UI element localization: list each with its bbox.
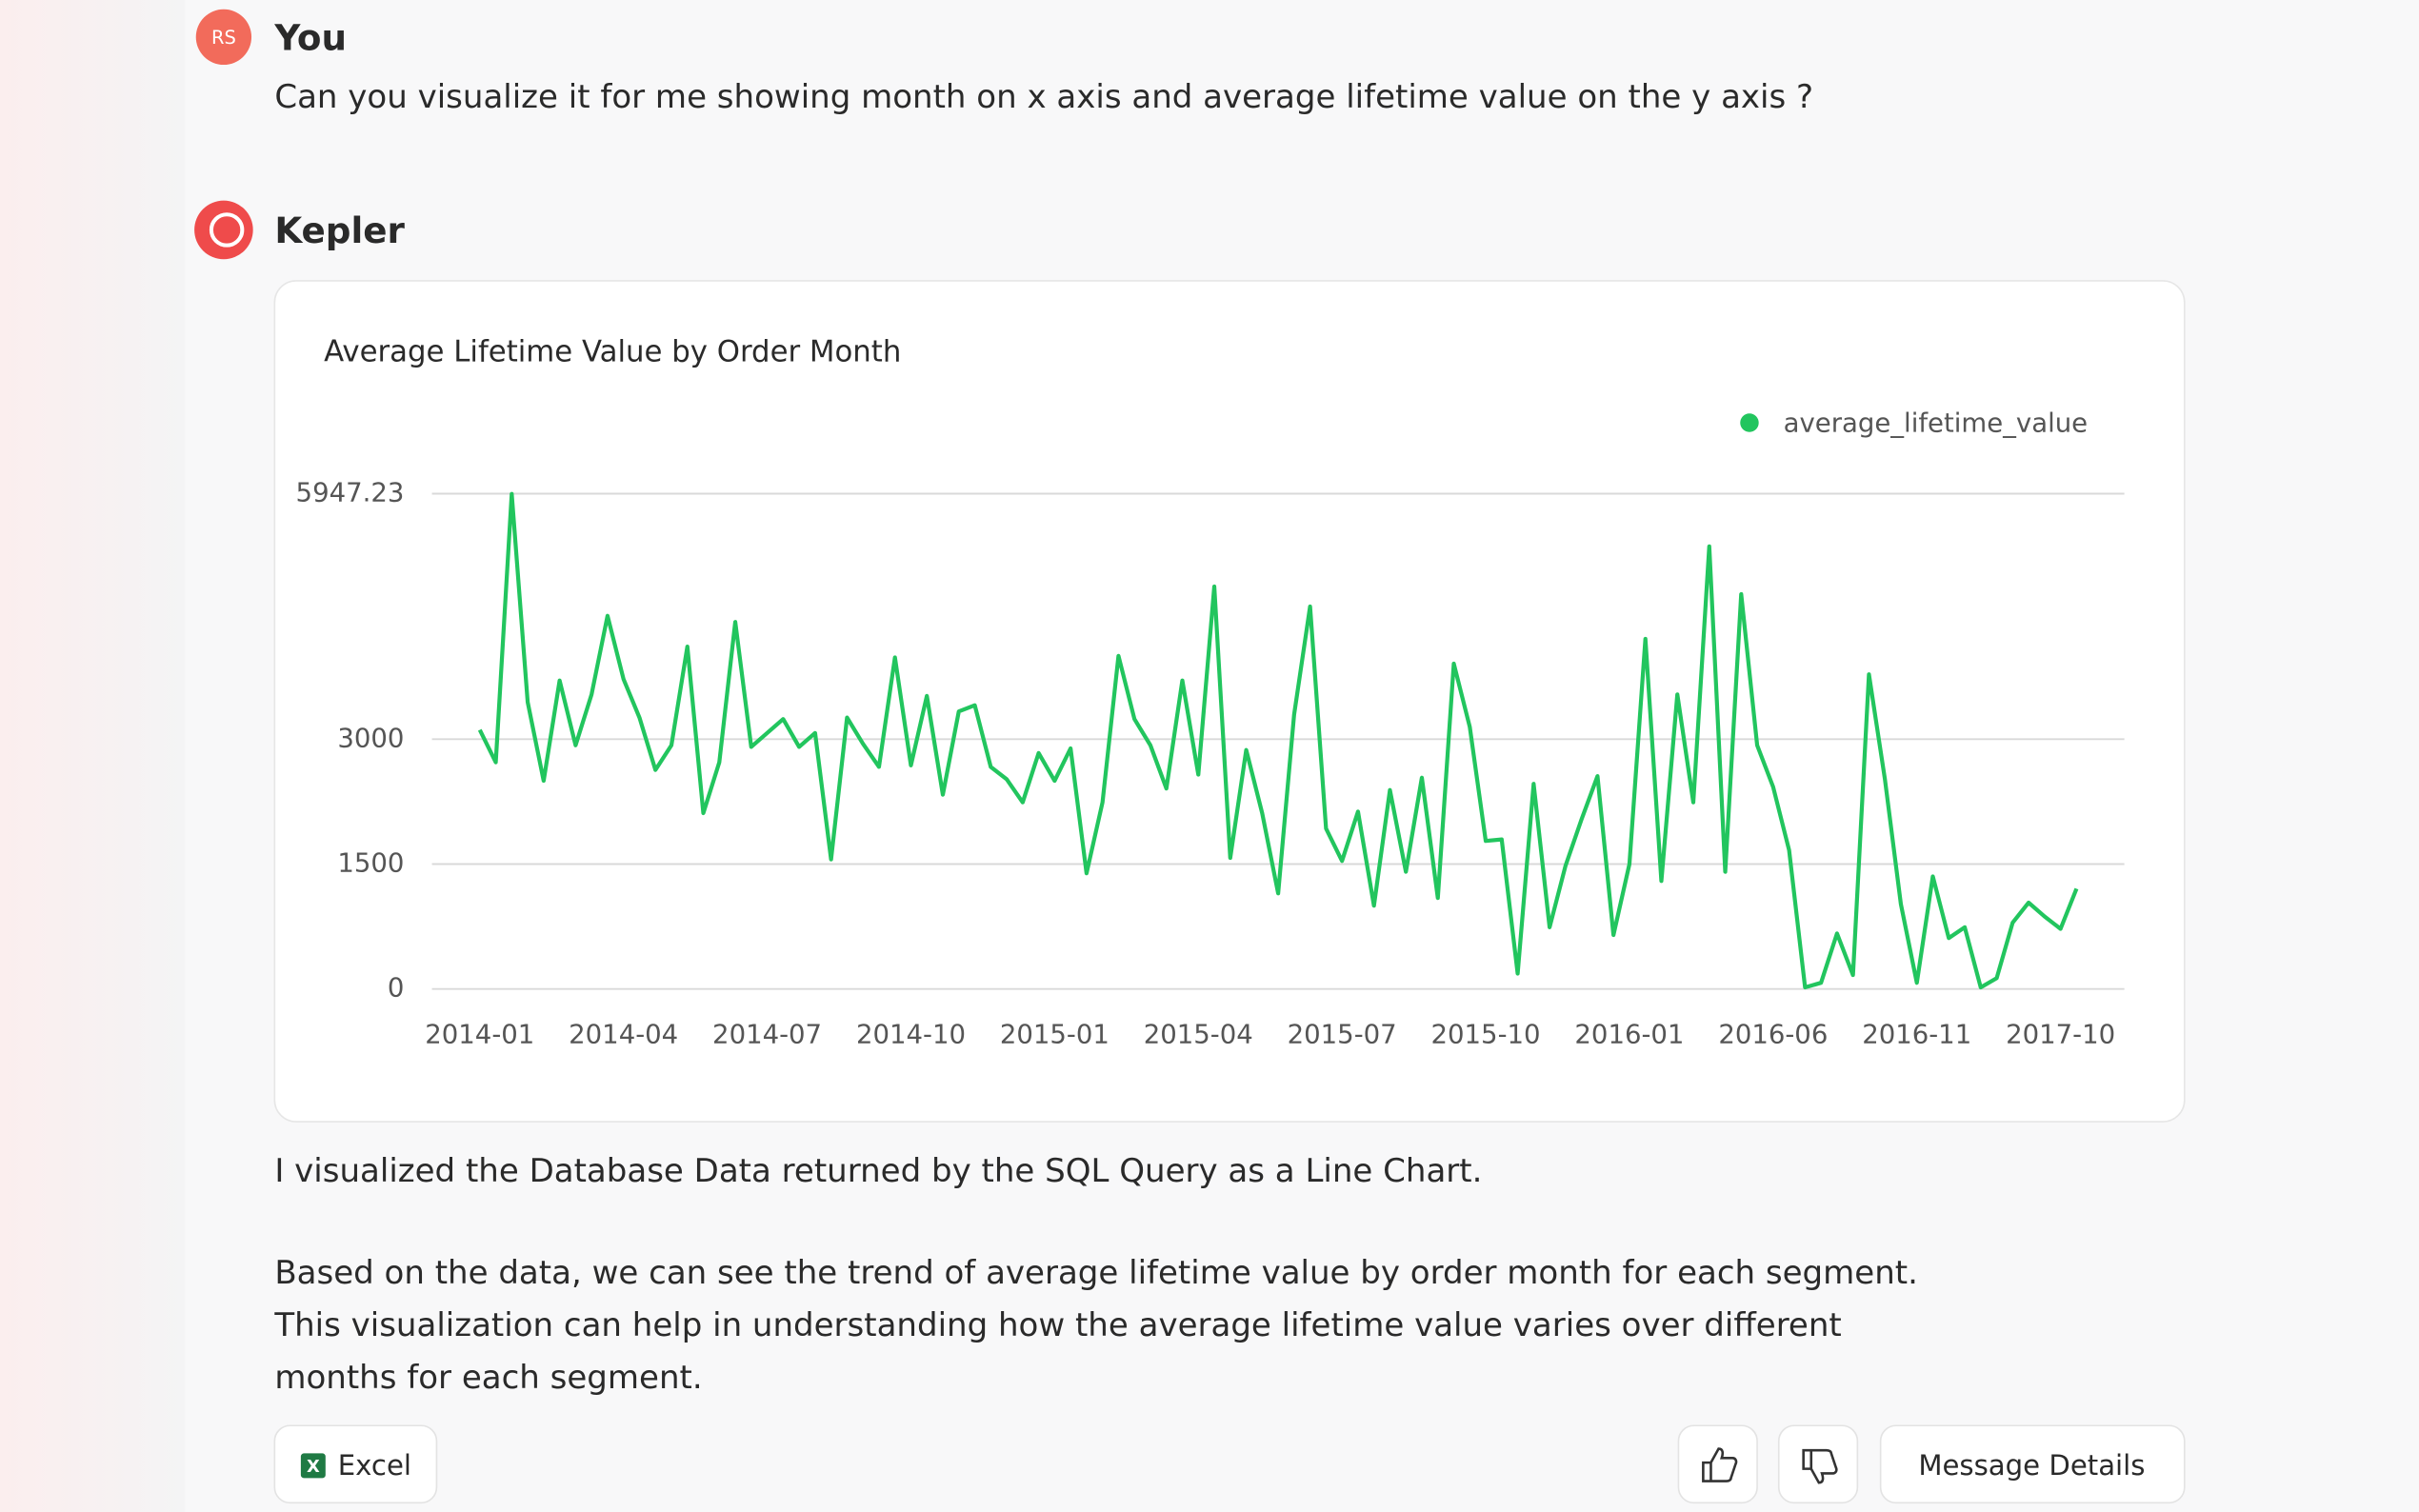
avatar-icon bbox=[209, 212, 245, 248]
x-tick-label: 2015-04 bbox=[1144, 1019, 1253, 1049]
x-tick-label: 2017-10 bbox=[2006, 1019, 2115, 1049]
excel-button[interactable]: X Excel bbox=[273, 1424, 438, 1504]
paragraph: months for each segment. bbox=[274, 1359, 702, 1397]
chart-title: Average Lifetime Value by Order Month bbox=[324, 335, 901, 369]
x-tick-label: 2015-10 bbox=[1431, 1019, 1541, 1049]
x-tick-label: 2016-06 bbox=[1718, 1019, 1828, 1049]
x-tick-label: 2015-07 bbox=[1288, 1019, 1397, 1049]
thumbs-down-button[interactable] bbox=[1777, 1424, 1859, 1504]
assistant-avatar bbox=[194, 200, 253, 260]
assistant-name: Kepler bbox=[274, 209, 405, 251]
chart-card bbox=[273, 280, 2186, 1123]
y-tick-label: 5947.23 bbox=[296, 478, 405, 508]
message-details-button[interactable]: Message Details bbox=[1879, 1424, 2186, 1504]
svg-text:X: X bbox=[307, 1457, 320, 1477]
x-tick-label: 2014-10 bbox=[856, 1019, 966, 1049]
avatar-initials: RS bbox=[211, 27, 236, 49]
paragraph: I visualized the Database Data returned … bbox=[274, 1152, 1482, 1190]
y-tick-label: 0 bbox=[388, 973, 405, 1004]
x-tick-label: 2016-01 bbox=[1574, 1019, 1684, 1049]
user-message: Can you visualize it for me showing mont… bbox=[274, 78, 1813, 116]
paragraph: This visualization can help in understan… bbox=[273, 1306, 1841, 1344]
x-tick-label: 2014-01 bbox=[425, 1019, 534, 1049]
legend-label: average_lifetime_value bbox=[1784, 408, 2089, 439]
sidebar-bg bbox=[0, 0, 186, 1512]
details-label: Message Details bbox=[1918, 1449, 2145, 1482]
data-line bbox=[477, 491, 2079, 990]
x-tick-label: 2014-07 bbox=[712, 1019, 822, 1049]
y-tick-label: 1500 bbox=[337, 847, 404, 878]
excel-label: Excel bbox=[338, 1449, 411, 1482]
x-tick-label: 2015-01 bbox=[1000, 1019, 1110, 1049]
y-tick-label: 3000 bbox=[337, 723, 404, 753]
legend-marker bbox=[1740, 413, 1759, 432]
user-avatar bbox=[195, 9, 252, 66]
user-name: You bbox=[273, 17, 347, 59]
thumbs-up-button[interactable] bbox=[1677, 1424, 1758, 1504]
chart: Average Lifetime Value by Order Month 0 1… bbox=[296, 335, 2125, 1049]
paragraph: Based on the data, we can see the trend … bbox=[274, 1254, 1918, 1292]
x-tick-label: 2016-11 bbox=[1862, 1019, 1971, 1049]
x-tick-label: 2014-04 bbox=[569, 1019, 678, 1049]
